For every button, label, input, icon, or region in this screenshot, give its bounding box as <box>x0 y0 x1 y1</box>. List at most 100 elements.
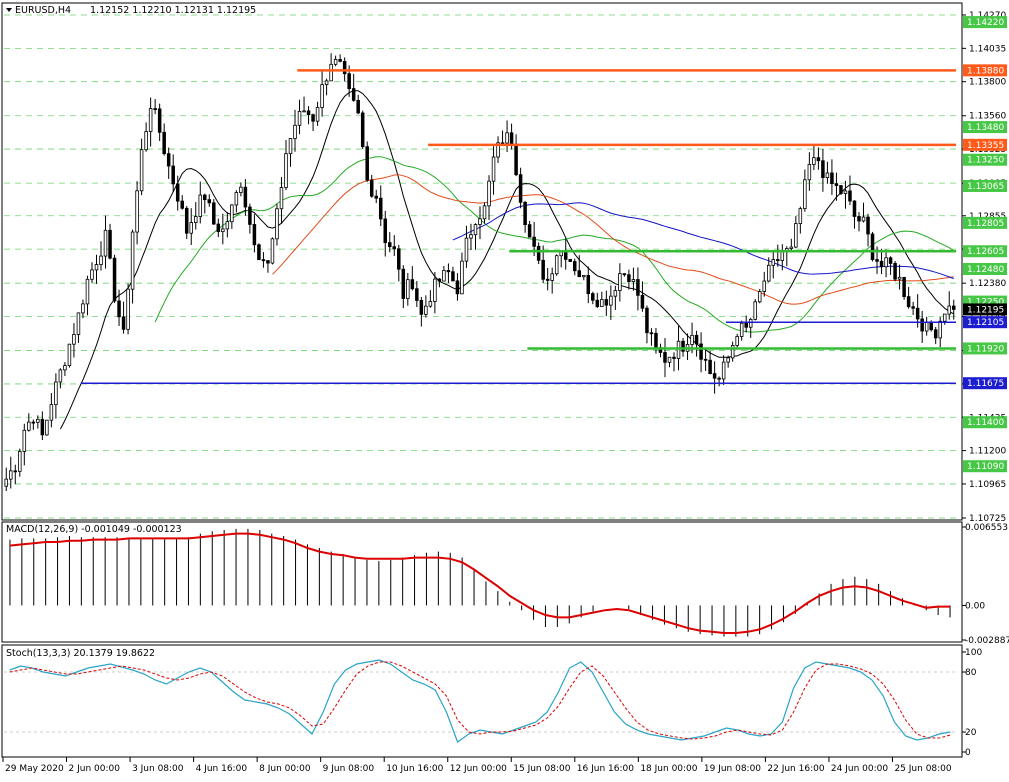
candle-body <box>401 268 406 299</box>
price-tick-label: 1.12855 <box>969 212 1006 222</box>
candle <box>550 267 554 294</box>
candle-body <box>144 131 148 151</box>
candle-body <box>541 259 545 280</box>
candle <box>248 203 252 234</box>
candle-body <box>942 313 947 322</box>
candle-body <box>595 299 600 307</box>
candle-body <box>333 59 338 65</box>
candle-body <box>40 418 45 436</box>
candle <box>730 341 735 362</box>
candle-body <box>108 229 112 259</box>
time-tick-label: 2 Jun 00:00 <box>69 764 121 774</box>
horizontal-levels[interactable] <box>80 69 956 384</box>
candle <box>324 78 329 96</box>
price-tick-label: 1.10725 <box>969 514 1006 524</box>
level-label: 1.11920 <box>963 342 1007 355</box>
candle <box>442 266 446 282</box>
candle <box>911 301 915 315</box>
level-label-text: 1.13250 <box>967 156 1004 166</box>
candle-body <box>839 185 843 194</box>
ma-long-line <box>452 202 954 280</box>
candle-body <box>383 218 388 244</box>
candle <box>496 136 500 163</box>
candle-body <box>351 88 356 101</box>
level-label-bg <box>963 121 1007 134</box>
candle-body <box>311 114 315 122</box>
candle-body <box>45 419 49 436</box>
candle <box>157 103 162 141</box>
candle-body <box>694 334 699 345</box>
candle-body <box>4 478 9 487</box>
candle <box>667 356 672 368</box>
ma-fast-line <box>59 90 954 430</box>
level-label-bg <box>963 138 1007 151</box>
level-label-text: 1.13480 <box>967 123 1004 133</box>
candle <box>284 140 288 191</box>
candle <box>424 295 428 318</box>
time-tick-label: 25 Jun 08:00 <box>894 764 951 774</box>
candle-body <box>622 273 627 276</box>
candle-body <box>523 201 527 226</box>
time-tick-label: 22 Jun 16:00 <box>767 764 824 774</box>
candle <box>473 223 478 250</box>
time-tick-label: 8 Jun 00:00 <box>259 764 311 774</box>
candle <box>554 254 559 276</box>
candle <box>600 291 604 308</box>
candle <box>577 255 582 278</box>
candle-body <box>843 190 848 194</box>
candle <box>135 181 139 245</box>
candle <box>762 271 766 297</box>
candle-body <box>189 222 193 234</box>
candle <box>649 328 654 346</box>
candle-body <box>559 251 563 257</box>
candle <box>81 299 85 319</box>
dropdown-triangle-icon[interactable] <box>6 8 12 12</box>
candle-body <box>239 186 243 193</box>
candle-body <box>63 365 67 371</box>
candle <box>171 154 175 193</box>
stoch-tick-label: 80 <box>965 668 977 678</box>
candle-body <box>667 356 672 363</box>
candle <box>40 411 45 441</box>
candle-body <box>924 321 929 332</box>
candle <box>866 213 870 247</box>
candle-body <box>893 263 897 280</box>
candle <box>388 232 392 253</box>
candle-body <box>514 143 518 176</box>
level-label-bg <box>963 245 1007 258</box>
candle-body <box>618 273 622 291</box>
level-label-text: 1.12805 <box>967 219 1004 229</box>
price-tick-label: 1.13560 <box>969 112 1006 122</box>
level-label-text: 1.12605 <box>967 247 1004 257</box>
candle <box>794 216 798 249</box>
level-label-bg <box>963 377 1007 390</box>
candle-body <box>505 132 509 144</box>
candle <box>884 249 888 278</box>
candle-body <box>663 352 667 363</box>
candle <box>139 138 144 196</box>
candle <box>455 273 460 301</box>
candle-body <box>139 149 144 192</box>
candle-body <box>572 261 577 272</box>
candle-body <box>216 223 221 233</box>
candles <box>4 53 956 492</box>
candle <box>153 99 157 115</box>
candle <box>121 301 126 334</box>
candle <box>261 252 266 268</box>
candle-body <box>776 259 780 261</box>
candle-body <box>302 110 306 113</box>
stoch-tick-label: 100 <box>965 648 982 658</box>
candle-body <box>162 131 166 155</box>
candle <box>582 274 586 281</box>
candle <box>478 206 482 240</box>
level-label: 1.12605 <box>963 245 1007 258</box>
candle-body <box>225 221 230 230</box>
candle <box>320 69 324 117</box>
candle <box>523 200 527 233</box>
level-label-bg <box>963 316 1007 329</box>
candle-body <box>428 301 433 307</box>
moving-averages <box>59 90 954 430</box>
candle-body <box>816 157 821 162</box>
